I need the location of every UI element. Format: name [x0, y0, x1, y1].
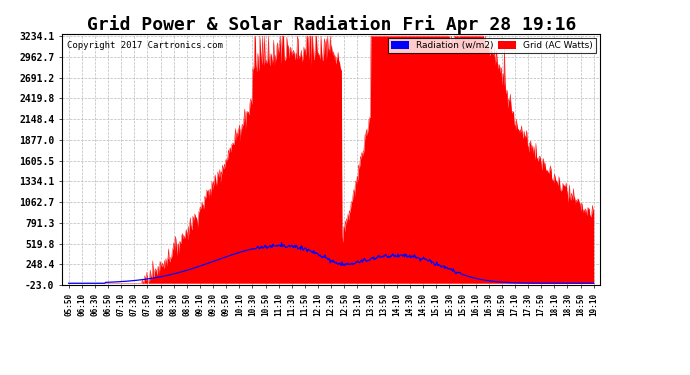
Text: Copyright 2017 Cartronics.com: Copyright 2017 Cartronics.com — [68, 41, 224, 50]
Title: Grid Power & Solar Radiation Fri Apr 28 19:16: Grid Power & Solar Radiation Fri Apr 28 … — [86, 15, 576, 34]
Legend: Radiation (w/m2), Grid (AC Watts): Radiation (w/m2), Grid (AC Watts) — [388, 38, 595, 53]
